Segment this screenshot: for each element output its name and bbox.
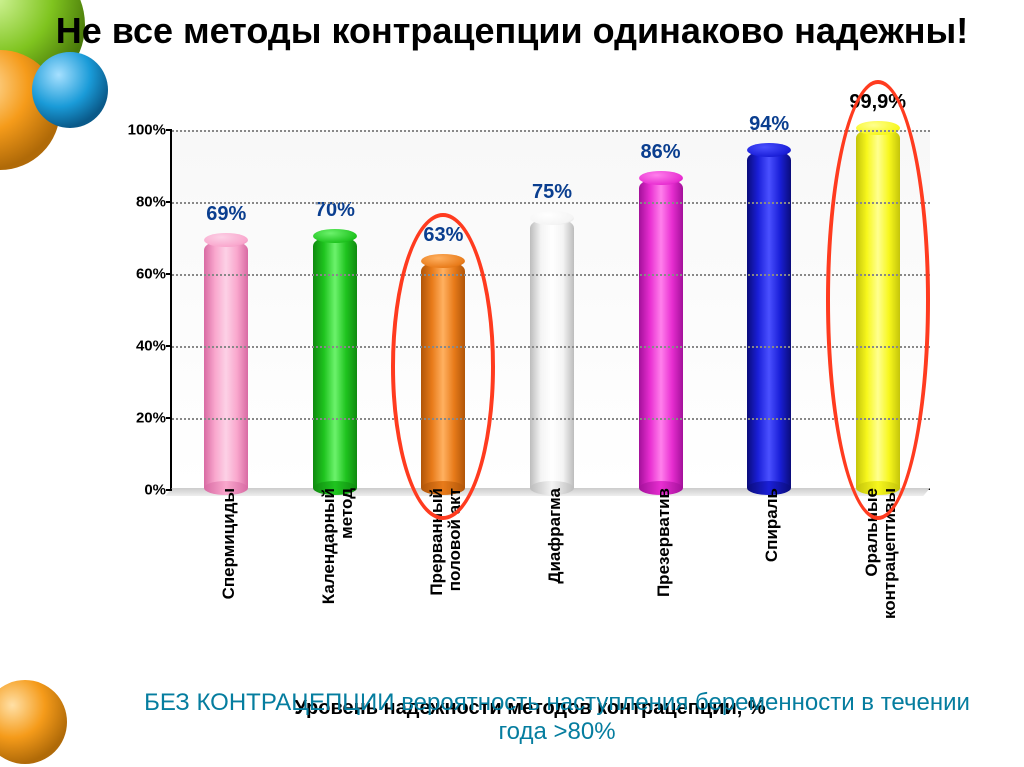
- bar-category-label: Прерванныйполовой акт: [423, 488, 465, 668]
- bar-value-label: 94%: [749, 113, 789, 136]
- decorative-sphere-small: [0, 677, 70, 767]
- plot-area: 69%Спермициды70%Календарныйметод63%Прерв…: [170, 130, 930, 490]
- footnote: БЕЗ КОНТРАЦЕПЦИИ вероятность наступления…: [130, 689, 984, 747]
- bar-value-label: 75%: [532, 181, 572, 204]
- gridline: [172, 130, 930, 132]
- bar-value-label: 86%: [641, 141, 681, 164]
- y-tick-label: 80%: [118, 194, 166, 211]
- reliability-chart: 69%Спермициды70%Календарныйметод63%Прерв…: [115, 110, 945, 590]
- gridline: [172, 274, 930, 276]
- bar-value-label: 99,9%: [849, 91, 906, 114]
- bar-value-label: 63%: [423, 224, 463, 247]
- y-tick-label: 60%: [118, 266, 166, 283]
- bar-category-label: Спираль: [757, 488, 781, 668]
- y-tick-label: 0%: [118, 482, 166, 499]
- page-title: Не все методы контрацепции одинаково над…: [0, 10, 1024, 51]
- gridline: [172, 346, 930, 348]
- bar-category-label: Спермициды: [214, 488, 238, 668]
- bar-value-label: 69%: [206, 203, 246, 226]
- y-tick-label: 40%: [118, 338, 166, 355]
- gridline: [172, 418, 930, 420]
- bar-category-label: Диафрагма: [540, 488, 564, 668]
- bar-category-label: Оральныеконтрацептивы: [857, 488, 899, 668]
- bar-category-label: Презерватив: [649, 488, 673, 668]
- bars-container: 69%Спермициды70%Календарныйметод63%Прерв…: [172, 130, 930, 488]
- gridline: [172, 202, 930, 204]
- y-tick-label: 20%: [118, 410, 166, 427]
- bar-category-label: Календарныйметод: [314, 488, 356, 668]
